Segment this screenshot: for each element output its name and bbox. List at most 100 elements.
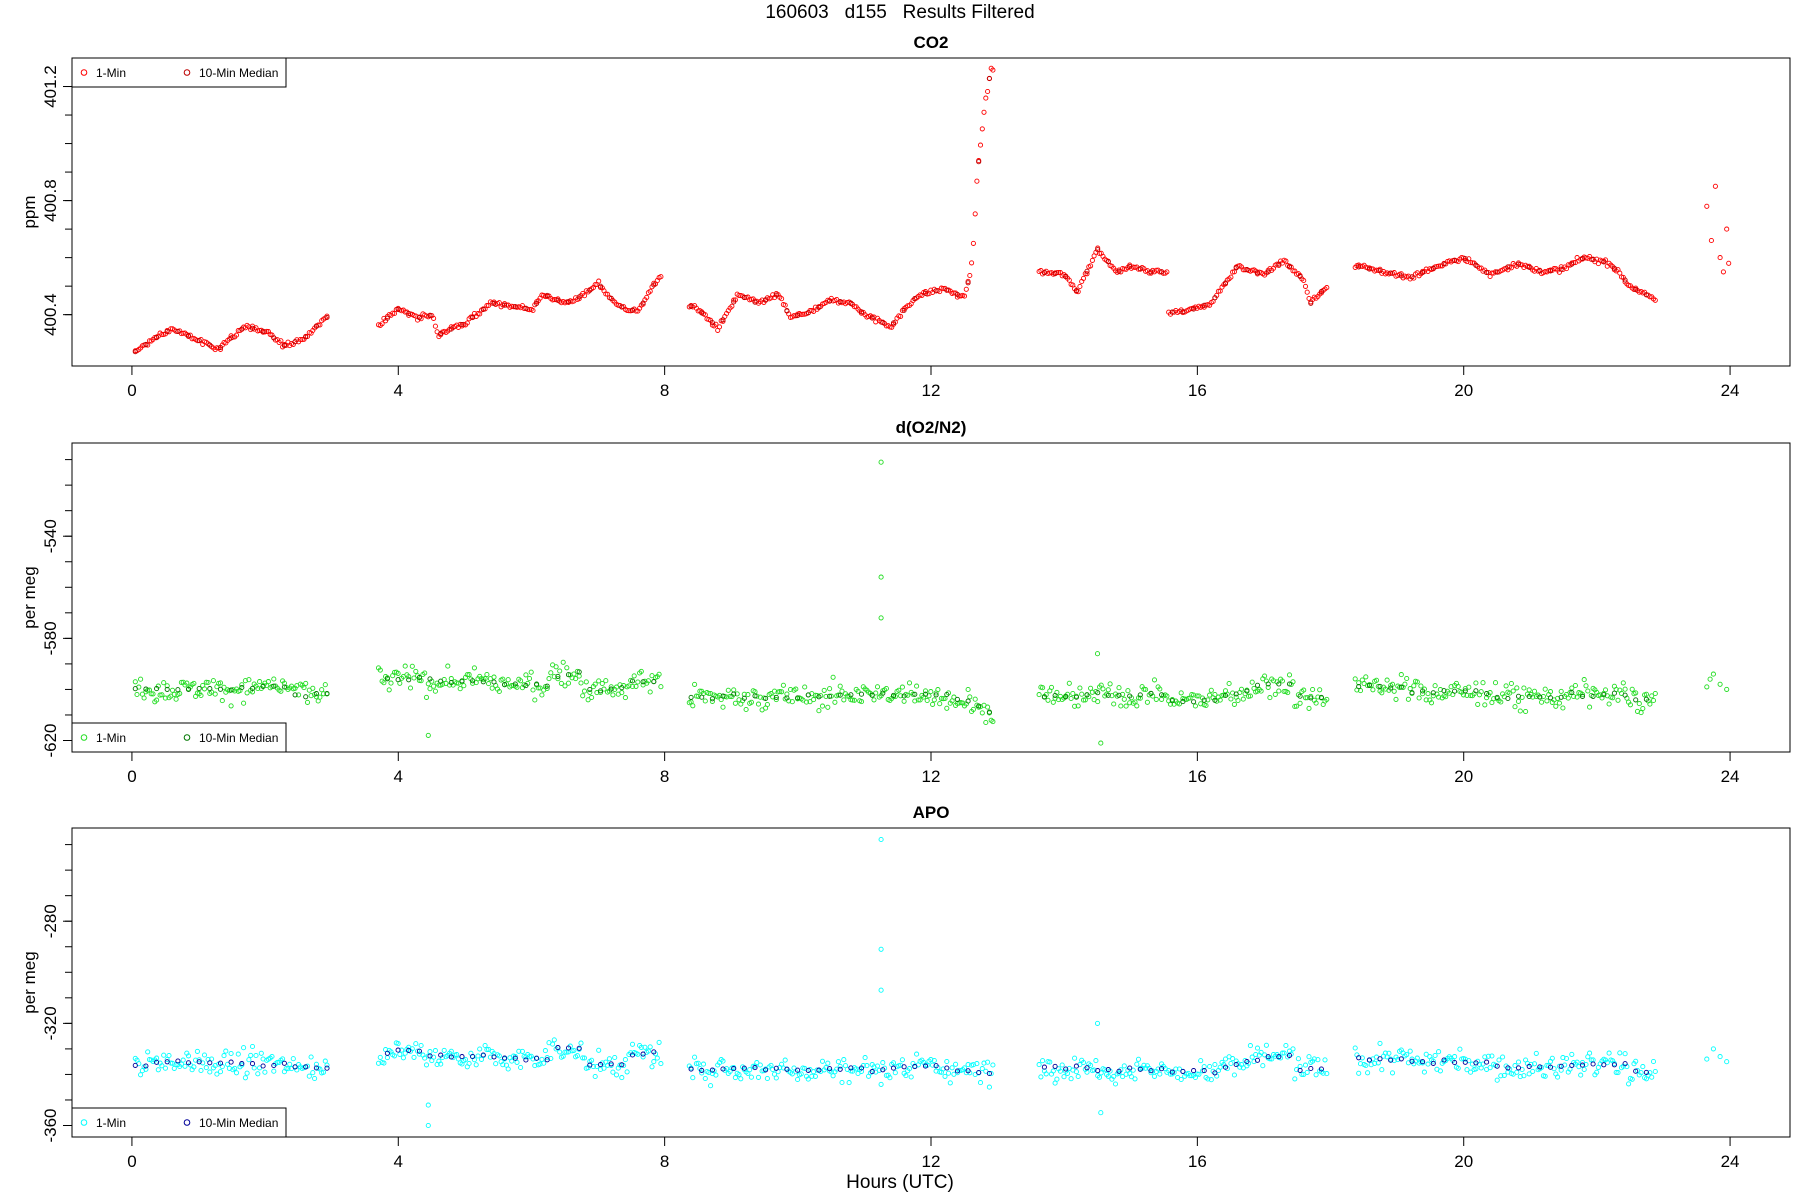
point-1min — [846, 1080, 852, 1086]
point-1min — [381, 680, 387, 686]
point-1min — [1231, 701, 1237, 707]
point-1min — [782, 302, 788, 308]
point-10min-median — [965, 1068, 971, 1074]
point-10min-median — [1095, 247, 1101, 253]
point-10min-median — [986, 75, 992, 81]
point-10min-median — [965, 280, 971, 286]
point-1min — [977, 142, 984, 148]
point-10min-median — [502, 302, 508, 308]
point-1min — [874, 1063, 881, 1069]
point-10min-median — [470, 1053, 476, 1060]
point-1min — [878, 836, 884, 843]
point-10min-median — [491, 679, 497, 685]
point-1min — [322, 682, 328, 688]
point-1min — [241, 1045, 247, 1051]
point-10min-median — [260, 683, 266, 690]
point-1min — [454, 1052, 460, 1058]
point-1min — [544, 685, 550, 691]
point-1min — [743, 706, 749, 713]
point-1min — [1125, 688, 1131, 694]
point-1min — [320, 691, 327, 697]
point-1min — [1533, 1050, 1539, 1056]
point-1min — [613, 1072, 620, 1078]
point-10min-median — [480, 306, 486, 313]
point-1min — [596, 278, 602, 284]
point-10min-median — [1473, 1060, 1479, 1066]
point-10min-median — [313, 1065, 319, 1071]
point-10min-median — [816, 304, 822, 310]
point-1min — [924, 697, 930, 704]
point-1min — [793, 686, 799, 692]
point-1min — [1068, 695, 1074, 702]
point-10min-median — [1569, 689, 1575, 696]
point-1min — [303, 680, 309, 686]
chart-panel-2: d(O2/N2) per meg 0 4 8 12 16 20 24 -620 -580 -540 1-… — [20, 418, 1791, 786]
point-10min-median — [1643, 292, 1649, 298]
y-tick-label: 401.2 — [41, 65, 60, 108]
point-10min-median — [228, 335, 234, 341]
point-1min — [1594, 256, 1600, 262]
point-10min-median — [576, 294, 582, 300]
point-10min-median — [438, 678, 444, 684]
point-10min-median — [1398, 273, 1404, 279]
x-tick-label: 16 — [1188, 1152, 1207, 1171]
point-1min — [1606, 1050, 1612, 1056]
point-10min-median — [587, 287, 593, 293]
x-tick-label: 0 — [127, 381, 136, 400]
point-1min — [228, 703, 234, 709]
point-10min-median — [1462, 256, 1468, 262]
point-1min — [899, 1057, 905, 1063]
point-1min — [1460, 692, 1467, 698]
point-1min — [560, 1053, 566, 1059]
point-1min — [805, 1076, 811, 1082]
point-1min — [425, 681, 431, 687]
point-1min — [1295, 1056, 1301, 1062]
point-1min — [1432, 1052, 1438, 1059]
point-1min — [1249, 679, 1255, 685]
point-1min — [164, 1056, 170, 1063]
point-1min — [171, 691, 177, 697]
point-1min — [418, 1042, 424, 1049]
point-1min — [947, 1080, 953, 1086]
point-1min — [1212, 1061, 1218, 1068]
point-1min — [779, 296, 785, 302]
point-1min — [578, 1040, 584, 1046]
point-10min-median — [207, 342, 213, 348]
point-1min — [1196, 1071, 1202, 1077]
point-1min — [1249, 1054, 1255, 1060]
point-1min — [1304, 289, 1310, 295]
point-10min-median — [1590, 693, 1596, 699]
plot-frame — [71, 827, 1791, 1138]
point-10min-median — [1201, 302, 1207, 308]
point-1min — [1629, 686, 1635, 692]
point-1min — [1207, 692, 1213, 698]
point-1min — [1254, 1045, 1261, 1051]
point-1min — [516, 1048, 522, 1054]
point-1min — [853, 1066, 859, 1072]
point-1min — [1072, 1055, 1078, 1061]
point-1min — [191, 680, 197, 686]
point-1min — [477, 1046, 483, 1052]
point-1min — [1638, 710, 1644, 716]
point-10min-median — [709, 1067, 715, 1073]
point-1min — [986, 1084, 992, 1090]
point-1min — [1647, 701, 1653, 707]
point-1min — [1652, 297, 1658, 303]
point-1min — [930, 701, 936, 707]
point-1min — [985, 1059, 991, 1065]
point-1min — [1247, 1043, 1253, 1049]
point-1min — [937, 701, 943, 707]
point-10min-median — [1441, 1057, 1447, 1063]
point-10min-median — [954, 291, 960, 297]
point-10min-median — [1212, 697, 1218, 703]
point-1min — [700, 1061, 707, 1067]
point-1min — [1627, 702, 1633, 708]
point-1min — [427, 686, 433, 692]
point-1min — [624, 1069, 630, 1075]
point-10min-median — [619, 685, 625, 691]
point-1min — [839, 688, 845, 694]
point-1min — [1487, 1065, 1493, 1071]
x-tick-label: 8 — [660, 381, 669, 400]
point-10min-median — [1148, 690, 1154, 696]
